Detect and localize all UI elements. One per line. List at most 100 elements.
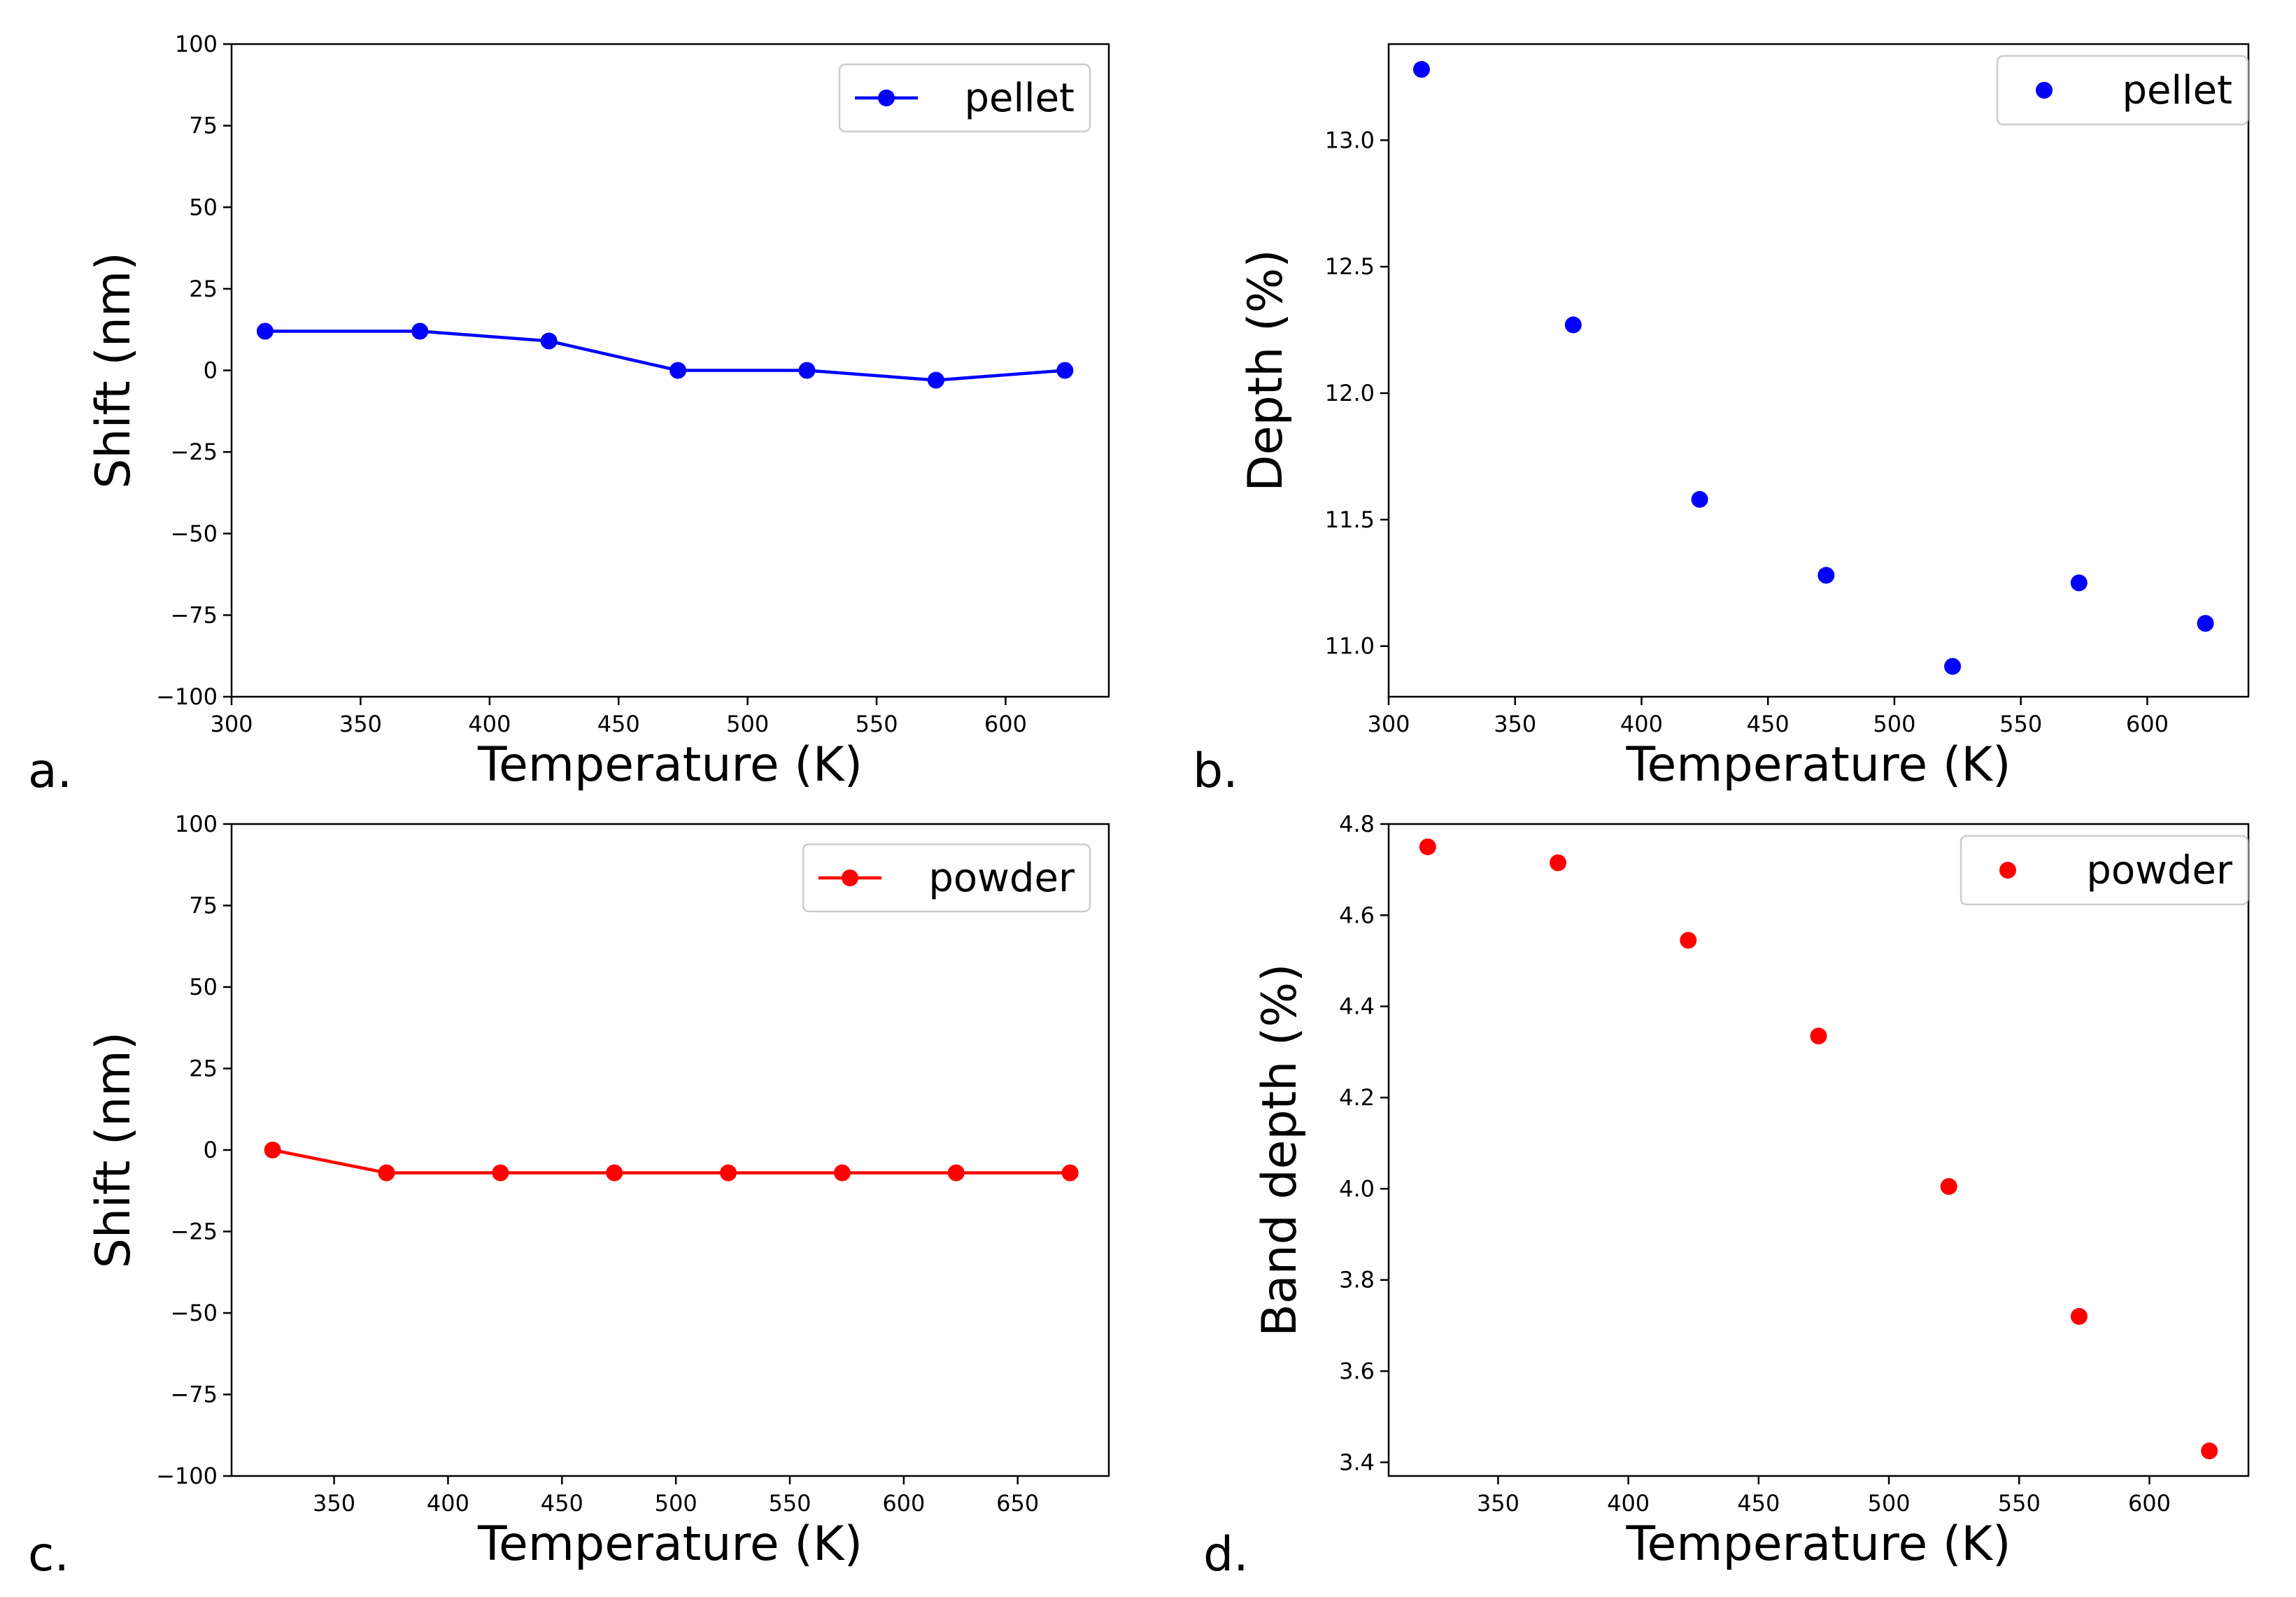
y-tick-label: 11.0 — [1325, 633, 1375, 660]
data-point — [833, 1164, 851, 1181]
legend-marker — [878, 90, 895, 106]
y-tick-label: −50 — [170, 520, 218, 547]
y-tick-label: 0 — [204, 1137, 218, 1163]
y-tick-label: 25 — [189, 1056, 218, 1082]
legend-marker — [1999, 862, 2016, 879]
chart-panel-1: 300 350 400 450 500 550 600 −100 −75 −50 −25 0 25 50 7… — [28, 31, 1110, 799]
x-tick-label: 600 — [2128, 1490, 2171, 1517]
legend-box — [1960, 835, 2249, 906]
legend-marker — [842, 870, 858, 886]
x-axis-label: Temperature (K) — [1625, 1517, 2011, 1572]
y-tick-label: 13.0 — [1325, 127, 1375, 153]
y-tick-label: −50 — [170, 1300, 218, 1326]
y-tick-label: 12.5 — [1325, 253, 1375, 280]
series-line-powder — [272, 1148, 1070, 1174]
data-point — [1817, 567, 1835, 584]
legend-label: powder — [928, 856, 1075, 901]
legend-label: pellet — [2122, 68, 2232, 113]
data-point — [1419, 838, 1436, 856]
chart-panel-2: 300 350 400 450 500 550 600 11.0 11.5 12.0 12.5 13.… — [1193, 43, 2250, 799]
y-tick-label: 50 — [189, 974, 218, 1000]
y-tick-label: 0 — [204, 357, 218, 384]
x-tick-label: 400 — [1607, 1490, 1650, 1517]
series-line-pellet — [264, 329, 1065, 382]
x-tick-label: 450 — [541, 1490, 583, 1517]
data-point — [540, 332, 558, 350]
panel-label: b. — [1193, 744, 1238, 799]
x-axis-label: Temperature (K) — [477, 1517, 863, 1572]
chart-panel-3: 350 400 450 500 550 600 650 −100 −75 −50 −25 0 25 50 7… — [28, 811, 1110, 1582]
y-tick-label: 100 — [175, 811, 218, 837]
x-tick-label: 600 — [2126, 711, 2169, 737]
data-point — [2201, 1442, 2218, 1460]
legend: pellet — [1996, 55, 2249, 126]
data-point — [1564, 316, 1582, 334]
plot-frame — [1387, 823, 2250, 1477]
y-tick-label: −25 — [170, 439, 218, 465]
y-axis-label: Shift (nm) — [86, 1032, 141, 1269]
x-tick-label: 650 — [996, 1490, 1039, 1517]
y-tick-label: 4.2 — [1339, 1084, 1375, 1111]
x-tick-label: 550 — [768, 1490, 811, 1517]
data-point — [798, 362, 816, 379]
legend-box — [802, 843, 1091, 913]
y-tick-label: 100 — [175, 31, 218, 57]
data-point — [378, 1164, 395, 1181]
x-tick-label: 350 — [313, 1490, 355, 1517]
y-tick-label: 4.8 — [1339, 811, 1375, 837]
y-axis-label: Depth (%) — [1238, 249, 1294, 491]
y-tick-label: 11.5 — [1325, 506, 1375, 533]
legend-box — [1996, 55, 2249, 126]
data-point — [927, 371, 944, 389]
y-tick-label: 3.6 — [1339, 1358, 1375, 1384]
y-tick-label: 3.8 — [1339, 1267, 1375, 1293]
legend-label: powder — [2086, 848, 2233, 893]
y-tick-label: −100 — [156, 683, 218, 710]
data-point — [606, 1164, 623, 1181]
y-tick-label: 50 — [189, 194, 218, 220]
x-tick-label: 550 — [1999, 711, 2042, 737]
plot-frame — [1387, 43, 2250, 698]
data-point — [669, 362, 687, 379]
x-tick-label: 400 — [468, 711, 511, 737]
data-point — [1056, 362, 1074, 379]
legend: powder — [802, 843, 1091, 913]
data-point — [720, 1164, 737, 1181]
chart-panel-4: 350 400 450 500 550 600 3.4 3.6 3.8 4.0 4.2 4.4 4.6 4… — [1203, 811, 2250, 1582]
y-axis-label: Band depth (%) — [1252, 963, 1308, 1336]
data-point — [1691, 490, 1708, 508]
x-tick-label: 450 — [597, 711, 640, 737]
x-tick-label: 600 — [984, 711, 1027, 737]
panel-label: c. — [28, 1527, 69, 1582]
legend-box — [838, 63, 1091, 133]
x-tick-label: 400 — [427, 1490, 469, 1517]
y-tick-label: 3.4 — [1339, 1449, 1375, 1475]
legend: powder — [1960, 835, 2249, 906]
data-point — [1810, 1028, 1827, 1045]
data-point — [1061, 1164, 1079, 1181]
legend-marker — [2036, 82, 2053, 99]
x-tick-label: 550 — [1998, 1490, 2041, 1517]
x-tick-label: 300 — [210, 711, 253, 737]
x-tick-label: 500 — [655, 1490, 697, 1517]
y-tick-label: 4.6 — [1339, 902, 1375, 928]
x-axis-label: Temperature (K) — [477, 737, 863, 793]
x-tick-label: 350 — [1477, 1490, 1519, 1517]
plot-frame — [230, 823, 1110, 1477]
panel-label: a. — [28, 744, 72, 799]
data-point — [1944, 658, 1962, 675]
x-tick-label: 600 — [882, 1490, 925, 1517]
y-tick-label: −25 — [170, 1219, 218, 1245]
x-tick-label: 350 — [339, 711, 382, 737]
panel-label: d. — [1203, 1527, 1249, 1582]
x-tick-label: 450 — [1737, 1490, 1780, 1517]
y-axis-label: Shift (nm) — [86, 252, 141, 489]
y-tick-label: 25 — [189, 276, 218, 302]
x-tick-label: 550 — [856, 711, 898, 737]
data-point — [1940, 1178, 1957, 1195]
x-tick-label: 500 — [1868, 1490, 1911, 1517]
x-tick-label: 350 — [1494, 711, 1536, 737]
data-point — [264, 1142, 281, 1158]
y-tick-label: 75 — [189, 893, 218, 919]
